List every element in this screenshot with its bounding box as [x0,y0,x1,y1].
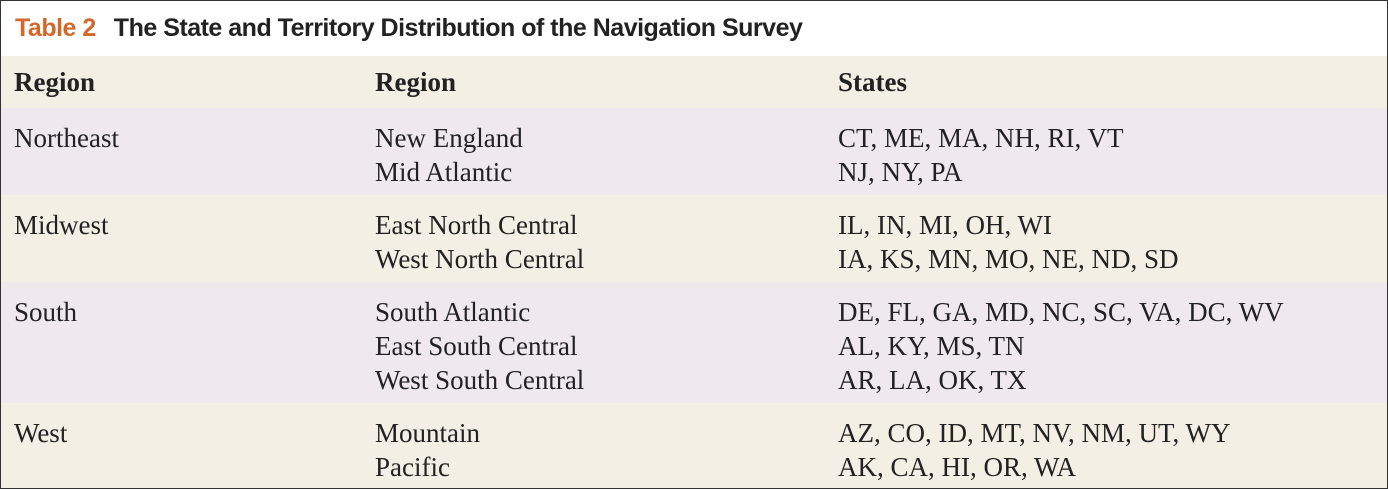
region-group: South South Atlantic East South Central Wes… [1,282,1387,403]
division-cell: East South Central [375,331,578,361]
division-cell: South Atlantic [375,297,531,327]
division-column: New England Mid Atlantic [375,121,838,189]
table-label: Table 2 [15,14,96,42]
region-group: West Mountain Pacific AZ, CO, ID, MT, NV, N… [1,403,1387,488]
division-cell: East North Central [375,210,578,240]
division-cell: Mid Atlantic [375,157,513,187]
states-cell: CT, ME, MA, NH, RI, VT [838,123,1124,153]
states-cell: DE, FL, GA, MD, NC, SC, VA, DC, WV [838,297,1284,327]
region-cell: Midwest [14,210,109,240]
states-column: CT, ME, MA, NH, RI, VT NJ, NY, PA [838,121,1387,189]
region-cell: West [14,418,68,448]
region-group: Northeast New England Mid Atlantic CT, ME, … [1,108,1387,195]
states-column: DE, FL, GA, MD, NC, SC, VA, DC, WV AL, KY… [838,295,1387,397]
division-cell: West South Central [375,365,585,395]
region-cell: Northeast [14,123,119,153]
header-cell: Region [375,66,456,97]
states-cell: AL, KY, MS, TN [838,331,1025,361]
division-cell: New England [375,123,523,153]
division-cell: West North Central [375,244,585,274]
table-body: Northeast New England Mid Atlantic CT, ME, … [1,108,1387,488]
header-row: Region Region States [1,56,1387,108]
division-cell: Pacific [375,452,450,482]
header-cell: States [838,66,907,97]
states-cell: AR, LA, OK, TX [838,365,1027,395]
states-cell: AZ, CO, ID, MT, NV, NM, UT, WY [838,418,1231,448]
division-cell: Mountain [375,418,480,448]
division-column: Mountain Pacific [375,416,838,484]
states-cell: AK, CA, HI, OR, WA [838,452,1077,482]
region-cell: South [14,297,78,327]
states-cell: IA, KS, MN, MO, NE, ND, SD [838,244,1179,274]
table-title: The State and Territory Distribution of … [113,14,803,42]
title-bar: Table 2 The State and Territory Distribu… [1,1,1387,56]
states-column: IL, IN, MI, OH, WI IA, KS, MN, MO, NE, ND… [838,208,1387,276]
states-cell: IL, IN, MI, OH, WI [838,210,1052,240]
region-group: Midwest East North Central West North Cent… [1,195,1387,282]
division-column: South Atlantic East South Central West Sou… [375,295,838,397]
states-column: AZ, CO, ID, MT, NV, NM, UT, WY AK, CA, HI… [838,416,1387,484]
division-column: East North Central West North Central [375,208,838,276]
header-cell: Region [14,66,95,97]
states-cell: NJ, NY, PA [838,157,963,187]
